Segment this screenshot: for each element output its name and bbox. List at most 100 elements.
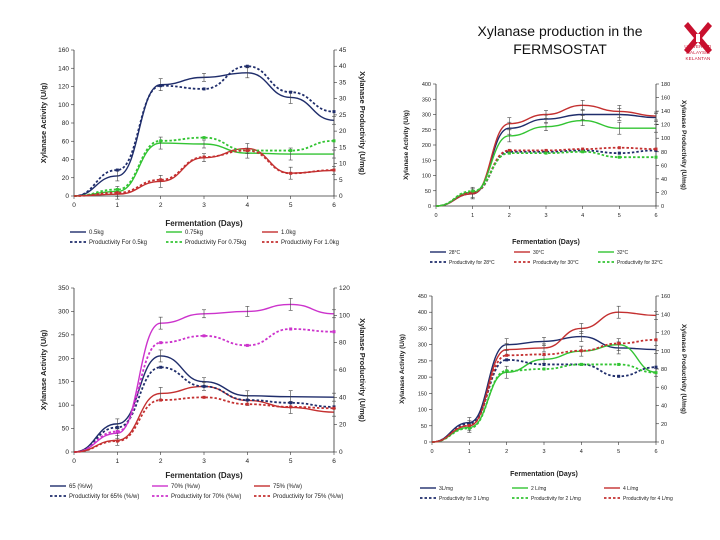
logo-line1: UNIVERSITI (684, 44, 712, 49)
y-axis-label-left: Xylanase Activity (U/g) (399, 334, 406, 404)
y-tick-label-left: 0 (424, 440, 427, 446)
x-tick-label: 4 (581, 213, 584, 219)
x-tick-label: 5 (289, 202, 293, 209)
series-point-4 (579, 362, 583, 366)
y-tick-label-right: 45 (339, 47, 347, 54)
y-tick-label-right: 60 (661, 163, 667, 169)
y-tick-label-right: 5 (339, 177, 343, 184)
y-axis-label-right: Xylanase Productivity (U/mg) (358, 71, 367, 175)
x-tick-label: 4 (246, 458, 250, 465)
legend-label-5: Productivity For 1.0kg (281, 240, 339, 246)
series-point-4 (505, 369, 509, 373)
x-tick-label: 6 (332, 458, 336, 465)
y-tick-label-right: 100 (661, 349, 670, 355)
y-tick-label-right: 160 (661, 96, 670, 102)
x-tick-label: 4 (580, 449, 583, 455)
y-tick-label-left: 200 (422, 143, 431, 149)
series-point-4 (467, 426, 471, 430)
chart-svg-temperature: 0501001502002503003504000204060801001201… (403, 82, 687, 266)
legend-label-5: Productivity for 4 L/mg (623, 496, 673, 502)
legend-label-1: 70% (%/w) (171, 484, 200, 490)
series-point-4 (202, 136, 206, 140)
x-tick-label: 4 (246, 202, 250, 209)
legend-label-3: Productivity for 65% (%/w) (69, 494, 139, 500)
series-point-3 (202, 384, 206, 388)
x-tick-label: 2 (505, 449, 508, 455)
series-point-3 (245, 64, 249, 68)
y-axis-label-left: Xylanase Activity (U/g) (39, 82, 48, 163)
y-tick-label-left: 100 (418, 408, 427, 414)
y-tick-label-right: 100 (339, 312, 350, 319)
x-tick-label: 5 (617, 449, 620, 455)
legend-label-5: Productivity for 75% (%/w) (273, 494, 343, 500)
y-tick-label-right: 140 (661, 109, 670, 115)
y-axis-label-left: Xylanase Activity (U/g) (39, 329, 48, 410)
legend-label-2: 4 L/mg (623, 486, 639, 492)
y-tick-label-right: 60 (661, 385, 667, 391)
series-point-5 (332, 406, 336, 410)
series-point-3 (115, 425, 119, 429)
series-point-3 (115, 168, 119, 172)
series-point-3 (617, 374, 621, 378)
series-point-4 (159, 139, 163, 143)
y-tick-label-left: 400 (418, 310, 427, 316)
y-tick-label-left: 300 (418, 343, 427, 349)
x-tick-label: 1 (116, 202, 120, 209)
x-tick-label: 3 (544, 213, 547, 219)
y-tick-label-left: 50 (62, 426, 70, 433)
series-point-3 (654, 365, 658, 369)
series-point-5 (115, 191, 119, 195)
y-tick-label-right: 180 (661, 82, 670, 88)
series-point-5 (467, 424, 471, 428)
y-tick-label-left: 450 (418, 294, 427, 300)
y-tick-label-left: 0 (65, 193, 69, 200)
series-point-3 (202, 87, 206, 91)
y-tick-label-left: 0 (65, 449, 69, 456)
y-tick-label-left: 400 (422, 82, 431, 88)
y-tick-label-left: 350 (422, 97, 431, 103)
series-point-3 (245, 398, 249, 402)
x-tick-label: 5 (289, 458, 293, 465)
series-point-3 (159, 84, 163, 88)
y-tick-label-right: 15 (339, 144, 347, 151)
y-tick-label-left: 200 (418, 375, 427, 381)
x-tick-label: 0 (430, 449, 433, 455)
y-axis-label-right: Xylanase Productivity (U/mg) (358, 318, 367, 422)
series-line-0 (73, 72, 335, 197)
series-line-4 (435, 146, 657, 207)
series-point-5 (654, 338, 658, 342)
y-tick-label-left: 250 (422, 128, 431, 134)
series-point-5 (245, 402, 249, 406)
slide-title-line2: FERMSOSTAT (513, 41, 607, 57)
series-point-3 (289, 90, 293, 94)
series-point-3 (467, 422, 471, 426)
y-tick-label-right: 25 (339, 112, 347, 119)
series-point-5 (202, 155, 206, 159)
x-tick-label: 1 (116, 458, 120, 465)
series-point-4 (542, 367, 546, 371)
y-tick-label-right: 0 (661, 204, 664, 210)
legend-label-2: 32°C (617, 250, 629, 256)
series-point-4 (202, 334, 206, 338)
series-line-5 (435, 150, 656, 207)
series-point-4 (544, 148, 548, 152)
series-point-5 (289, 405, 293, 409)
series-point-3 (505, 358, 509, 362)
series-point-5 (581, 150, 585, 154)
series-point-3 (332, 110, 336, 114)
slide-title: Xylanase production in the FERMSOSTAT (440, 22, 680, 58)
y-tick-label-left: 20 (62, 175, 70, 182)
y-tick-label-right: 0 (339, 449, 343, 456)
legend-label-3: Productivity for 28°C (449, 260, 495, 266)
series-point-4 (159, 341, 163, 345)
y-tick-label-right: 30 (339, 96, 347, 103)
legend-label-4: Productivity For 0.75kg (185, 240, 246, 246)
y-tick-label-right: 40 (339, 63, 347, 70)
y-tick-label-left: 60 (62, 138, 70, 145)
legend-label-0: 3L/mg (439, 486, 453, 492)
y-tick-label-right: 80 (339, 340, 347, 347)
y-tick-label-left: 250 (58, 332, 69, 339)
y-tick-label-left: 0 (428, 204, 431, 210)
y-tick-label-right: 140 (661, 312, 670, 318)
series-line-3 (435, 149, 657, 207)
